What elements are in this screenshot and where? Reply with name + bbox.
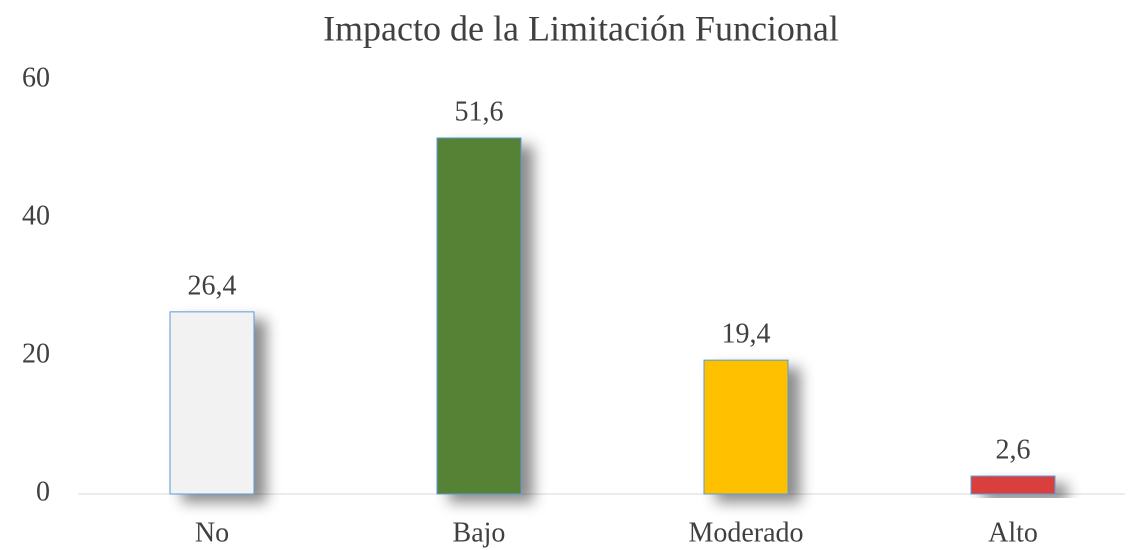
x-tick-label: Bajo bbox=[453, 517, 506, 548]
bar bbox=[169, 311, 255, 495]
y-tick-label: 20 bbox=[22, 338, 50, 369]
y-tick-label: 40 bbox=[22, 200, 50, 231]
x-tick-label: No bbox=[195, 517, 229, 548]
data-label: 2,6 bbox=[996, 434, 1031, 465]
x-tick-label: Alto bbox=[988, 517, 1038, 548]
data-label: 26,4 bbox=[188, 270, 237, 301]
data-label: 19,4 bbox=[722, 319, 771, 350]
y-tick-label: 0 bbox=[36, 476, 50, 507]
y-tick-label: 60 bbox=[22, 62, 50, 93]
bar bbox=[703, 359, 789, 495]
chart-title: Impacto de la Limitación Funcional bbox=[323, 8, 839, 48]
bar bbox=[436, 137, 522, 495]
data-label: 51,6 bbox=[455, 96, 504, 127]
bar bbox=[970, 475, 1056, 495]
x-tick-label: Moderado bbox=[688, 517, 803, 548]
